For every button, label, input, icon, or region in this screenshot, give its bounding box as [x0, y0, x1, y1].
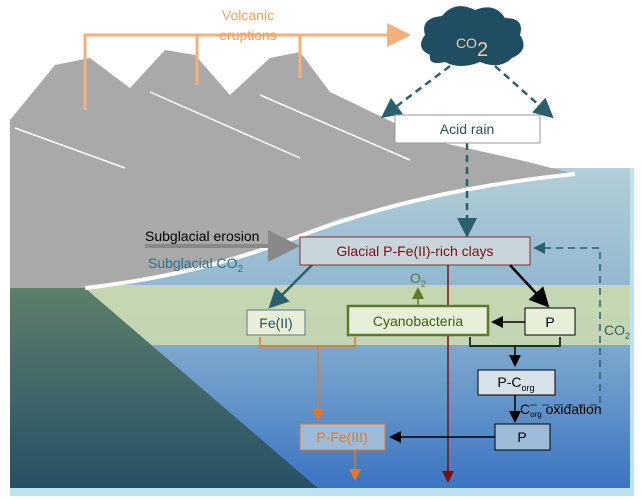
volcanic-bracket	[83, 23, 411, 110]
dashed-arrows	[381, 65, 601, 406]
p-fe3-label: P-Fe(III)	[316, 429, 367, 445]
p-bottom-label: P	[517, 429, 526, 445]
p-corg-box	[477, 369, 556, 396]
corg-oxidation-label: Corg oxidation	[520, 401, 602, 419]
p-bottom-box	[494, 423, 551, 451]
fe2-label: Fe(II)	[259, 315, 292, 331]
clays-box	[299, 236, 531, 266]
p-top-box	[524, 307, 576, 336]
cyano-box	[346, 304, 490, 337]
cyano-label: Cyanobacteria	[373, 313, 463, 329]
orange-bracket	[259, 337, 361, 481]
p-fe3-box	[299, 423, 386, 451]
p-corg-label: P-Corg	[497, 374, 534, 393]
co2-side-label: CO2	[604, 322, 630, 341]
p-top-label: P	[545, 314, 554, 330]
black-bracket	[389, 337, 561, 443]
fe-arrow	[268, 264, 313, 309]
o2-label: O2	[410, 270, 426, 289]
fe2-box	[246, 309, 306, 336]
co2-cloud-label: CO2	[456, 35, 488, 61]
cloud	[421, 6, 524, 66]
clays-label: Glacial P-Fe(II)-rich clays	[336, 243, 493, 259]
subglacial-co2-label: Subglacial CO2	[148, 255, 244, 275]
acid-rain-box	[394, 114, 541, 144]
acid-rain-label: Acid rain	[440, 121, 494, 137]
subglacial-erosion-label: Subglacial erosion	[145, 228, 259, 244]
p-arrow	[509, 264, 550, 308]
volcanic-label: Volcanic eruptions	[219, 7, 277, 43]
